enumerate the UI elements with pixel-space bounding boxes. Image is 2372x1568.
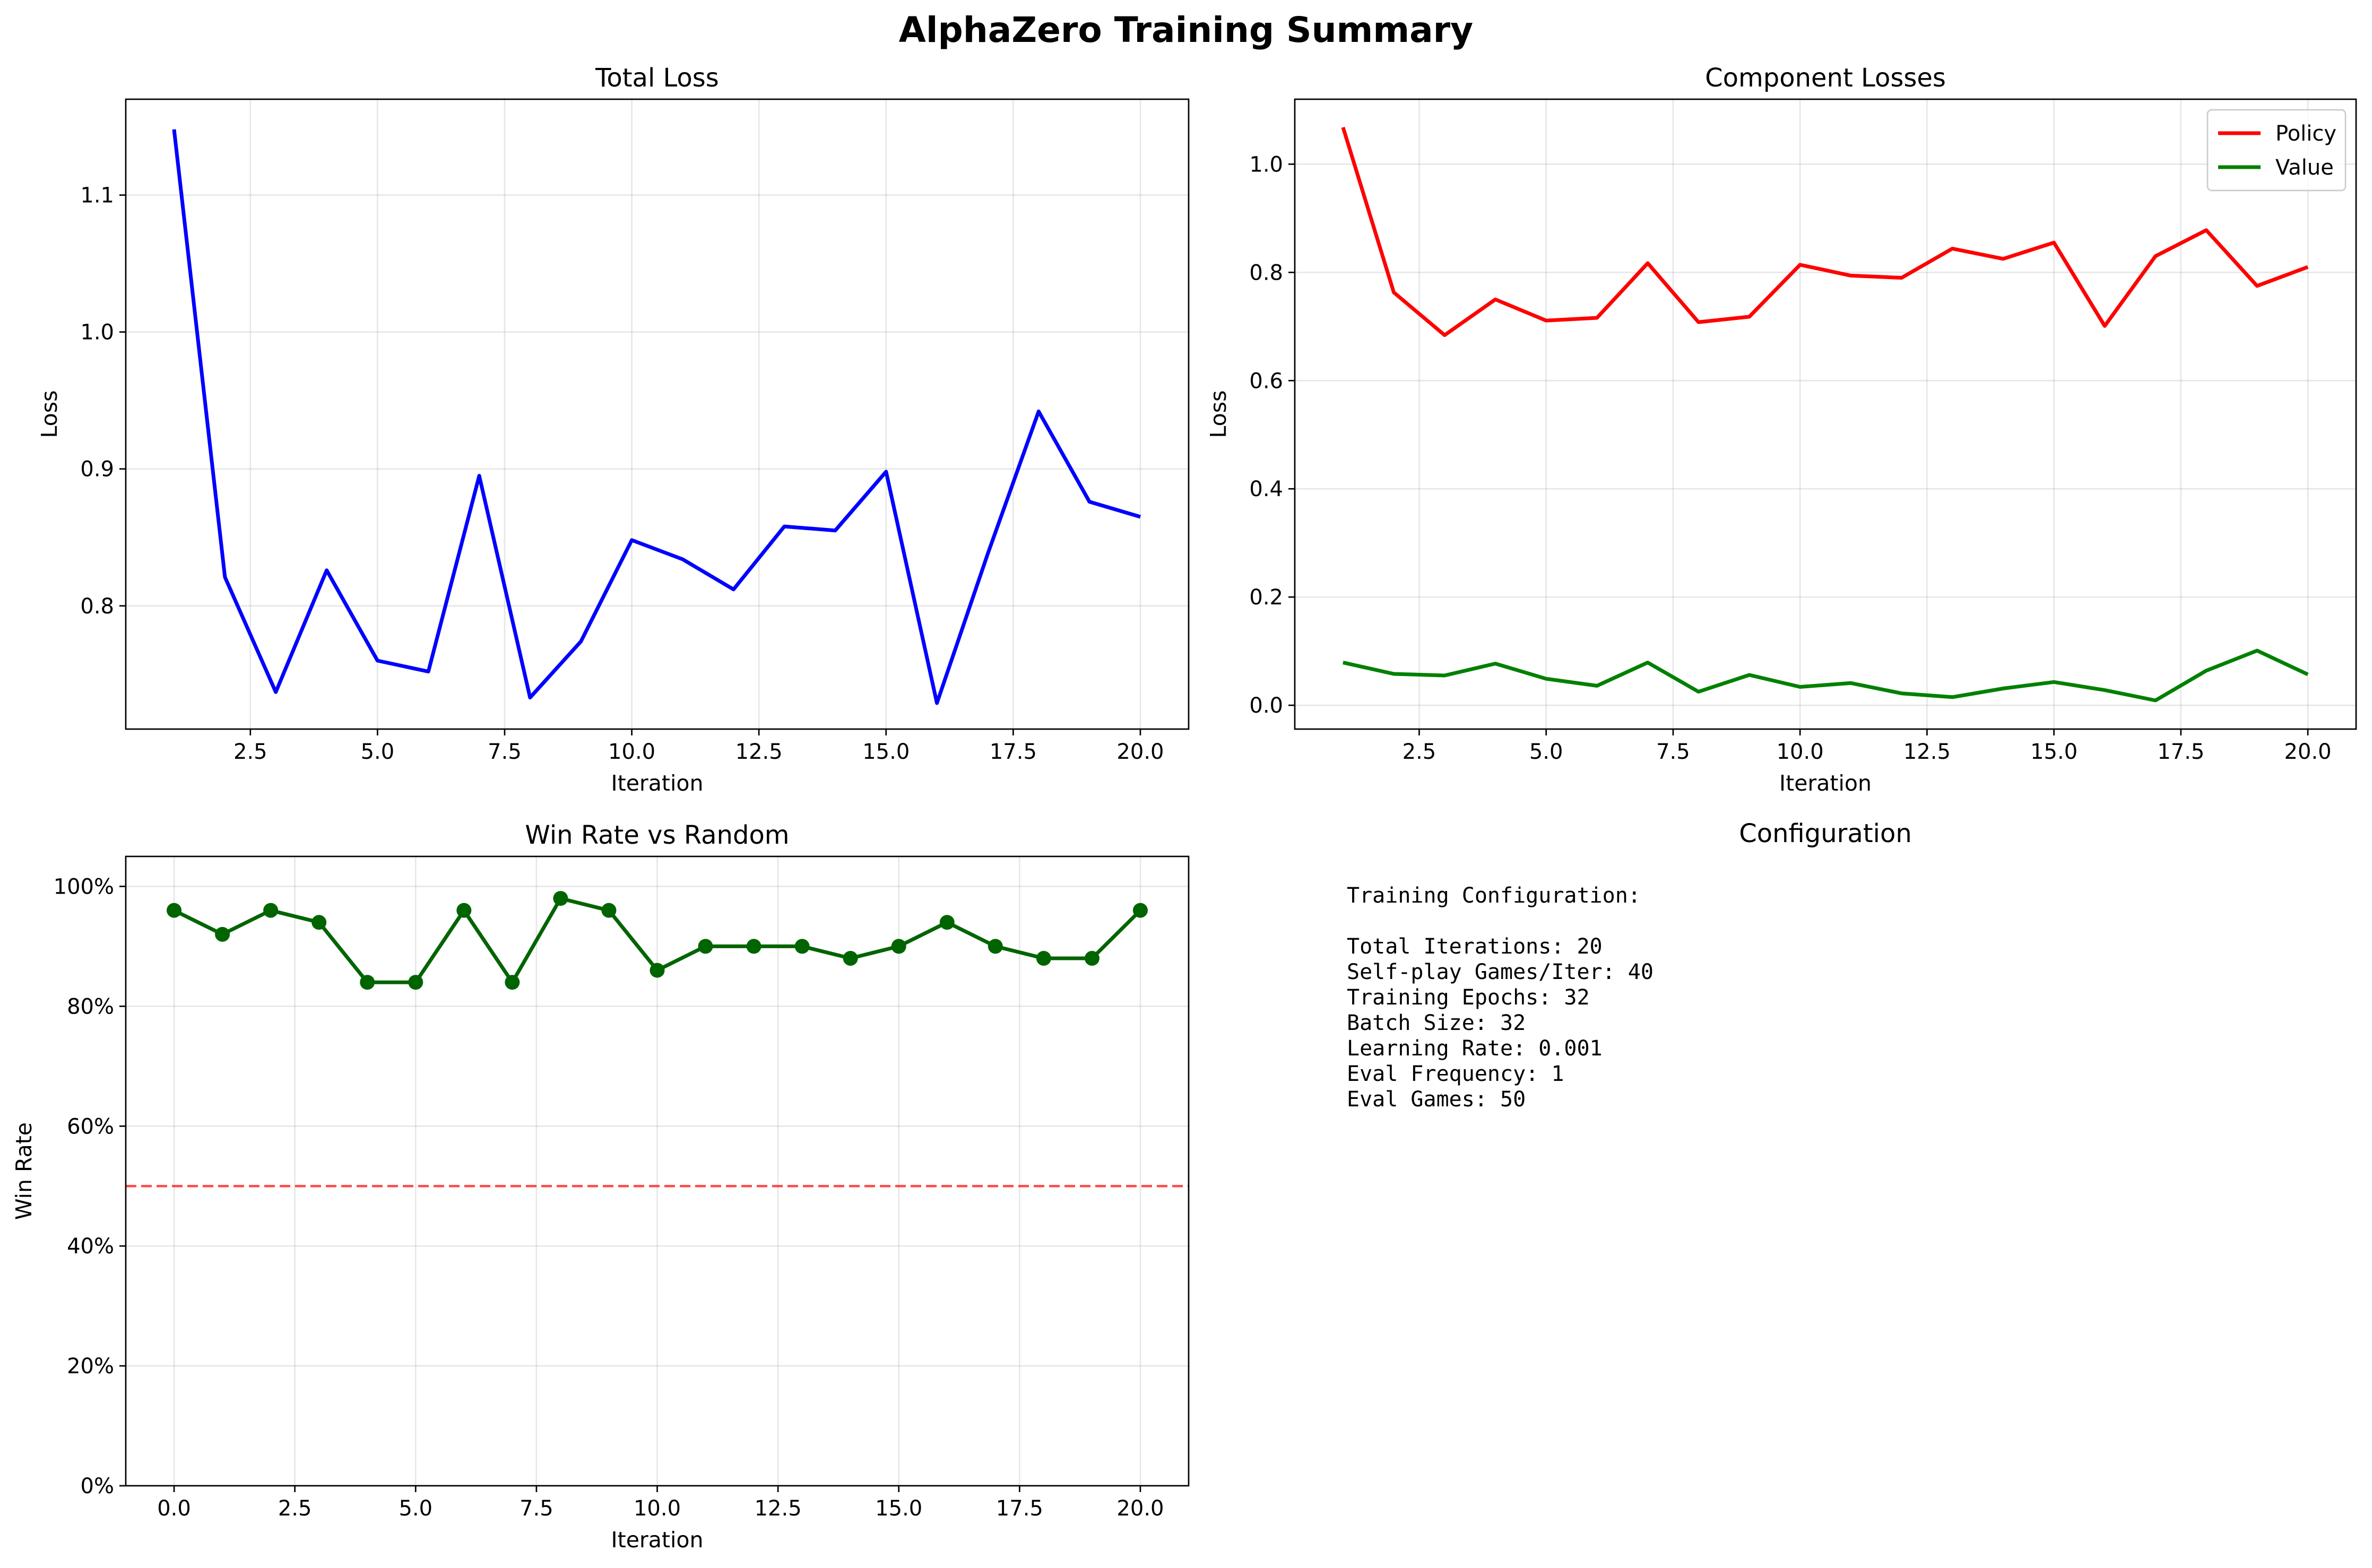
data-point: [263, 903, 279, 918]
config-line: Training Configuration:: [1347, 883, 1641, 908]
x-tick-label: 10.0: [634, 1496, 681, 1521]
y-tick-label: 80%: [67, 994, 114, 1019]
data-point: [167, 903, 182, 918]
x-tick-label: 2.5: [1403, 740, 1436, 764]
x-tick-label: 10.0: [608, 740, 655, 764]
x-tick-label: 12.5: [755, 1496, 802, 1521]
plot-title: Component Losses: [1705, 63, 1946, 93]
config-line: Eval Games: 50: [1347, 1087, 1526, 1112]
y-tick-label: 0.2: [1249, 585, 1283, 610]
legend-label-value: Value: [2275, 155, 2334, 180]
config-line: Batch Size: 32: [1347, 1011, 1526, 1035]
data-point: [843, 951, 858, 966]
x-tick-label: 10.0: [1777, 740, 1824, 764]
legend-label-policy: Policy: [2275, 122, 2336, 146]
series-line-value: [1343, 648, 2309, 703]
component-losses-panel: 2.5 5.0 7.5 10.0 12.5 15.0 17.5 20.0 0.0 0.2 0.4 0.…: [1206, 63, 2357, 796]
y-tick-label: 0.0: [1249, 694, 1283, 718]
x-tick-label: 0.0: [157, 1496, 191, 1521]
data-point: [746, 939, 761, 954]
x-tick-label: 15.0: [875, 1496, 922, 1521]
x-axis-label: Iteration: [611, 770, 704, 796]
data-point: [456, 903, 472, 918]
config-line: Self-play Games/Iter: 40: [1347, 960, 1654, 984]
series-line: [172, 129, 1141, 705]
y-axis-label: Loss: [37, 391, 62, 438]
x-tick-label: 2.5: [278, 1496, 312, 1521]
data-point: [988, 939, 1003, 954]
x-tick-label: 17.5: [996, 1496, 1043, 1521]
config-line: Training Epochs: 32: [1347, 985, 1590, 1010]
x-tick-label: 12.5: [1903, 740, 1951, 764]
y-tick-label: 0.6: [1249, 369, 1283, 393]
data-point: [1036, 951, 1051, 966]
data-point: [311, 915, 327, 930]
y-tick-label: 0.9: [80, 457, 114, 482]
y-tick-label: 1.1: [80, 184, 114, 208]
x-tick-label: 17.5: [990, 740, 1037, 764]
y-tick-label: 0.8: [80, 594, 114, 619]
data-point: [215, 926, 230, 942]
data-point: [505, 975, 520, 990]
x-tick-label: 20.0: [1116, 740, 1164, 764]
configuration-text: Training Configuration: Total Iterations…: [1347, 883, 1654, 1112]
plot-title: Total Loss: [595, 63, 719, 93]
figure-title: AlphaZero Training Summary: [898, 10, 1474, 50]
y-tick-label: 20%: [67, 1354, 114, 1379]
data-point: [360, 975, 375, 990]
y-tick-label: 0%: [81, 1474, 114, 1498]
x-axis-label: Iteration: [1779, 770, 1872, 796]
x-tick-label: 7.5: [488, 740, 522, 764]
data-point: [1132, 903, 1148, 918]
x-tick-label: 20.0: [1116, 1496, 1164, 1521]
data-point: [601, 903, 617, 918]
x-tick-label: 12.5: [735, 740, 783, 764]
x-tick-label: 7.5: [1656, 740, 1690, 764]
config-line: Learning Rate: 0.001: [1347, 1036, 1603, 1061]
win-rate-panel: 0.0 2.5 5.0 7.5 10.0 12.5 15.0 17.5 20.0 0% 20% 40%…: [11, 820, 1190, 1553]
legend-box: [2206, 109, 2347, 192]
data-point: [939, 915, 955, 930]
total-loss-panel: 2.5 5.0 7.5 10.0 12.5 15.0 17.5 20.0 0.8 0.9 1.0 1.…: [37, 63, 1190, 796]
plot-title: Win Rate vs Random: [525, 820, 789, 850]
data-point: [794, 939, 810, 954]
x-tick-label: 20.0: [2284, 740, 2332, 764]
series-line-policy: [1341, 126, 2309, 337]
data-point: [650, 963, 665, 978]
data-point: [553, 891, 568, 906]
config-line: Total Iterations: 20: [1347, 934, 1603, 959]
data-point: [891, 939, 906, 954]
x-tick-label: 15.0: [2030, 740, 2077, 764]
y-tick-label: 100%: [54, 874, 114, 899]
plot-frame: [125, 98, 1190, 730]
y-tick-label: 60%: [67, 1114, 114, 1139]
configuration-title: Configuration: [1739, 819, 1912, 848]
config-line: [1347, 908, 1654, 934]
config-line: Eval Frequency: 1: [1347, 1062, 1564, 1086]
x-tick-label: 7.5: [520, 1496, 553, 1521]
data-point: [698, 939, 713, 954]
y-tick-label: 1.0: [1249, 152, 1283, 177]
x-axis-label: Iteration: [611, 1527, 704, 1553]
x-tick-label: 5.0: [361, 740, 395, 764]
y-axis-label: Loss: [1206, 391, 1231, 438]
x-tick-label: 2.5: [233, 740, 267, 764]
x-tick-label: 17.5: [2157, 740, 2204, 764]
data-point: [1084, 951, 1100, 966]
y-tick-label: 0.8: [1249, 261, 1283, 285]
plot-frame: [1294, 98, 2357, 730]
x-tick-label: 15.0: [862, 740, 910, 764]
y-tick-label: 40%: [67, 1234, 114, 1259]
legend: Policy Value: [2206, 109, 2347, 192]
y-axis-label: Win Rate: [11, 1122, 37, 1220]
y-tick-label: 0.4: [1249, 477, 1283, 501]
x-tick-label: 5.0: [399, 1496, 432, 1521]
data-point: [408, 975, 423, 990]
x-tick-label: 5.0: [1529, 740, 1563, 764]
y-tick-label: 1.0: [80, 320, 114, 345]
